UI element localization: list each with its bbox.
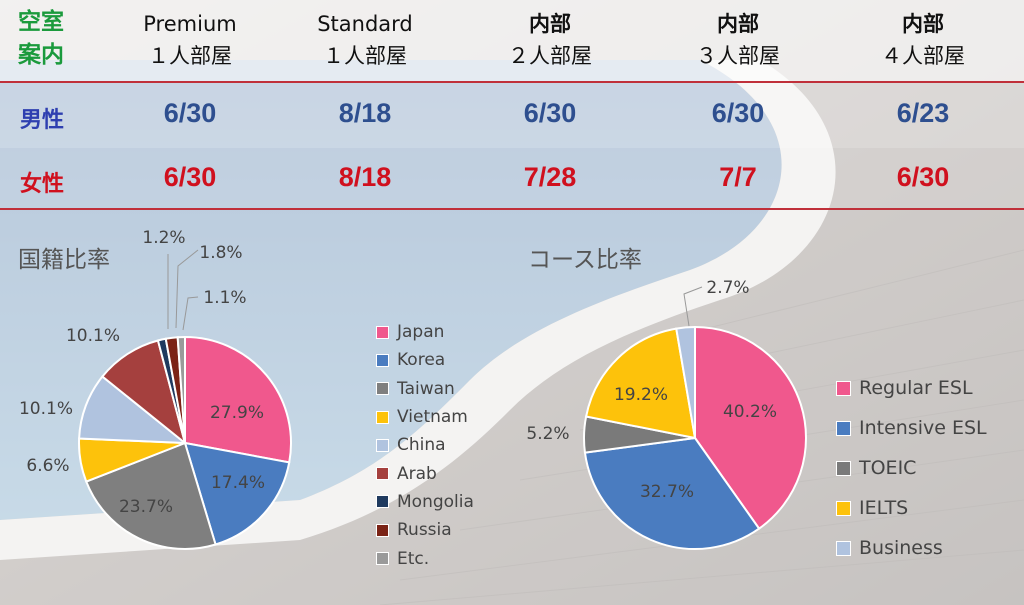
column-header-triple: 内部 ３人部屋 (696, 12, 780, 68)
male-standard-value: 8/18 (338, 98, 392, 128)
legend-item-regular-esl: Regular ESL (836, 368, 987, 408)
data-label-regular-esl: 40.2% (723, 402, 777, 422)
pie-slice-ielts (584, 327, 697, 440)
pie-slice-intensive-esl (583, 436, 761, 550)
pie-slice-etc (176, 335, 186, 444)
legend-label-taiwan: Taiwan (397, 378, 455, 399)
data-label-mongolia: 1.2% (142, 228, 185, 248)
legend-item-korea: Korea (376, 346, 474, 374)
legend-item-japan: Japan (376, 318, 474, 346)
leader-line-russia (175, 249, 199, 329)
legend-swatch-korea (376, 353, 389, 367)
data-label-china: 10.1% (19, 399, 73, 419)
legend-item-etc: Etc. (376, 544, 474, 572)
data-label-intensive-esl: 32.7% (640, 482, 694, 502)
legend-label-korea: Korea (397, 350, 446, 371)
female-standard-value: 8/18 (338, 162, 392, 192)
pie-slice-korea (183, 441, 291, 546)
female-double-value: 7/28 (523, 162, 577, 192)
pie-slice-japan (184, 335, 292, 464)
pie-slice-regular-esl (694, 325, 807, 531)
data-label-toeic: 5.2% (526, 424, 569, 444)
legend-swatch-arab (376, 467, 389, 481)
legend-item-ielts: IELTS (836, 488, 987, 528)
leader-line-business (683, 286, 703, 327)
legend-swatch-intensive-esl (836, 420, 851, 436)
legend-swatch-toeic (836, 460, 851, 476)
column-header-double: 内部 ２人部屋 (508, 12, 592, 68)
nationality-chart-title: 国籍比率 (18, 247, 110, 273)
legend-swatch-vietnam (376, 410, 389, 424)
nationality-legend: Japan Korea Taiwan Vietnam China Arab Mongolia… (376, 318, 474, 573)
column-header-premium: Premium １人部屋 (143, 12, 237, 68)
data-label-etc: 1.1% (203, 288, 246, 308)
female-premium-value: 6/30 (163, 162, 217, 192)
legend-label-vietnam: Vietnam (397, 407, 468, 428)
data-label-russia: 1.8% (199, 243, 242, 263)
legend-label-china: China (397, 435, 446, 456)
legend-swatch-japan (376, 325, 389, 339)
legend-swatch-business (836, 540, 851, 556)
legend-label-toeic: TOEIC (859, 457, 917, 479)
legend-item-arab: Arab (376, 459, 474, 487)
legend-label-intensive-esl: Intensive ESL (859, 417, 987, 439)
course-pie-chart: 40.2% 32.7% 5.2% 19.2% 2.7% (526, 278, 807, 550)
data-label-ielts: 19.2% (614, 385, 668, 405)
legend-swatch-regular-esl (836, 380, 851, 396)
legend-swatch-china (376, 438, 389, 452)
legend-swatch-mongolia (376, 495, 389, 509)
male-double-value: 6/30 (523, 98, 577, 128)
legend-label-japan: Japan (397, 322, 445, 343)
column-header-quad: 内部 ４人部屋 (881, 12, 965, 68)
data-label-vietnam: 6.6% (26, 456, 69, 476)
table-bottom-divider (0, 208, 1024, 210)
legend-item-toeic: TOEIC (836, 448, 987, 488)
male-premium-value: 6/30 (163, 98, 217, 128)
legend-label-ielts: IELTS (859, 497, 909, 519)
legend-label-mongolia: Mongolia (397, 491, 474, 512)
legend-item-intensive-esl: Intensive ESL (836, 408, 987, 448)
legend-swatch-ielts (836, 500, 851, 516)
legend-item-russia: Russia (376, 516, 474, 544)
legend-label-etc: Etc. (397, 548, 430, 569)
vacancy-title: 空室 案内 (18, 9, 64, 68)
data-label-korea: 17.4% (211, 473, 265, 493)
nationality-pie-chart: 27.9% 17.4% 23.7% 6.6% 10.1% 10.1% 1.2% 1.8% 1.1… (19, 228, 292, 550)
legend-item-mongolia: Mongolia (376, 488, 474, 516)
legend-item-taiwan: Taiwan (376, 375, 474, 403)
legend-item-business: Business (836, 528, 987, 568)
legend-swatch-etc (376, 552, 389, 566)
legend-item-vietnam: Vietnam (376, 403, 474, 431)
leader-line-etc (182, 296, 199, 331)
legend-label-arab: Arab (397, 463, 437, 484)
male-triple-value: 6/30 (711, 98, 765, 128)
legend-item-china: China (376, 431, 474, 459)
row-label-male: 男性 (20, 108, 65, 133)
data-label-arab: 10.1% (66, 326, 120, 346)
legend-swatch-russia (376, 523, 389, 537)
female-triple-value: 7/7 (719, 162, 757, 192)
legend-label-business: Business (859, 537, 943, 559)
pie-slice-business (675, 325, 696, 439)
legend-swatch-taiwan (376, 382, 389, 396)
row-label-female: 女性 (20, 172, 65, 197)
male-quad-value: 6/23 (896, 98, 950, 128)
data-label-business: 2.7% (706, 278, 749, 298)
data-label-taiwan: 23.7% (119, 497, 173, 517)
data-label-japan: 27.9% (210, 403, 264, 423)
header-band (0, 0, 1024, 82)
male-band (0, 82, 1024, 148)
header-divider (0, 81, 1024, 83)
legend-label-russia: Russia (397, 520, 452, 541)
female-quad-value: 6/30 (896, 162, 950, 192)
course-legend: Regular ESL Intensive ESL TOEIC IELTS Busine… (836, 368, 987, 568)
course-chart-title: コース比率 (528, 247, 642, 273)
column-header-standard: Standard １人部屋 (317, 12, 413, 68)
female-band (0, 148, 1024, 210)
legend-label-regular-esl: Regular ESL (859, 377, 973, 399)
